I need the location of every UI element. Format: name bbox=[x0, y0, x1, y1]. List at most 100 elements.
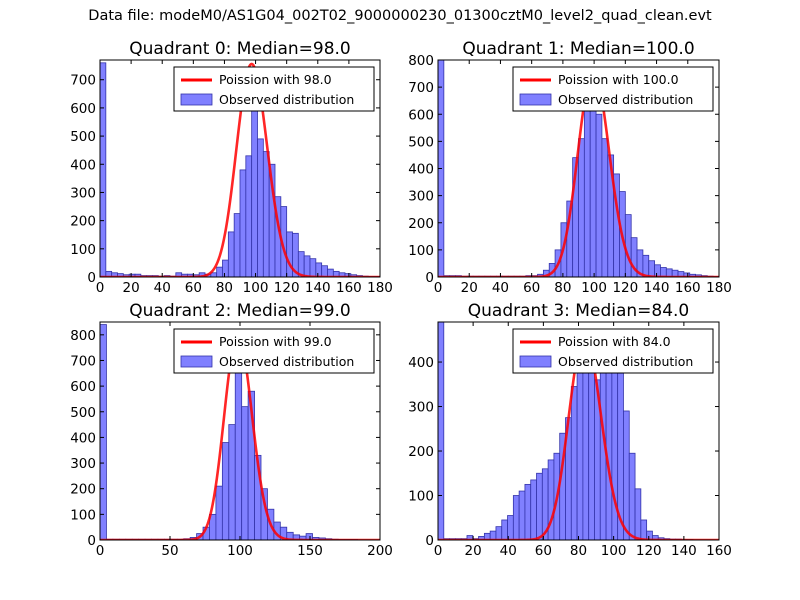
histogram-bar bbox=[321, 265, 328, 277]
histogram-bar bbox=[595, 113, 603, 277]
histogram-bar bbox=[611, 368, 619, 540]
x-tick-label: 150 bbox=[297, 543, 323, 559]
y-tick-label: 300 bbox=[70, 185, 96, 201]
y-tick-label: 400 bbox=[408, 355, 434, 371]
legend-observed-label: Observed distribution bbox=[219, 92, 354, 107]
histogram-bar bbox=[495, 526, 503, 540]
x-tick-label: 20 bbox=[123, 280, 140, 296]
histogram-bar bbox=[501, 519, 508, 540]
x-tick-label: 140 bbox=[671, 543, 697, 559]
x-tick-label: 80 bbox=[570, 543, 587, 559]
x-tick-label: 0 bbox=[434, 543, 443, 559]
histogram-bar bbox=[530, 479, 537, 540]
y-tick-label: 100 bbox=[408, 243, 434, 259]
legend: Poission with 84.0 Observed distribution bbox=[512, 328, 714, 374]
subplot-title: Quadrant 0: Median=98.0 bbox=[129, 39, 351, 59]
histogram-bar bbox=[305, 533, 313, 540]
figure-title: Data file: modeM0/AS1G04_002T02_90000002… bbox=[88, 8, 712, 24]
y-tick-label: 100 bbox=[70, 242, 96, 258]
y-tick-label: 0 bbox=[425, 270, 434, 286]
histogram-bar bbox=[221, 442, 230, 540]
y-tick-label: 800 bbox=[408, 53, 434, 69]
y-tick-label: 600 bbox=[408, 107, 434, 123]
subplot-title: Quadrant 3: Median=84.0 bbox=[468, 301, 690, 321]
y-tick-label: 700 bbox=[70, 353, 96, 369]
histogram-bar bbox=[241, 406, 249, 540]
x-tick-label: 120 bbox=[636, 543, 662, 559]
x-tick-label: 200 bbox=[367, 543, 393, 559]
y-tick-label: 500 bbox=[408, 134, 434, 150]
histogram-bar bbox=[660, 267, 667, 277]
y-tick-label: 800 bbox=[70, 328, 96, 344]
x-tick-label: 60 bbox=[535, 543, 552, 559]
histogram-bar bbox=[286, 231, 293, 277]
legend-hist-swatch bbox=[180, 93, 213, 106]
histogram-bar bbox=[216, 266, 223, 277]
x-tick-label: 20 bbox=[465, 543, 482, 559]
histogram-bar bbox=[233, 213, 241, 277]
x-tick-label: 60 bbox=[185, 280, 202, 296]
histogram-bar bbox=[570, 386, 578, 540]
x-tick-label: 100 bbox=[227, 543, 253, 559]
y-tick-label: 100 bbox=[70, 507, 96, 523]
y-tick-label: 300 bbox=[408, 189, 434, 205]
legend-poisson-label: Poission with 98.0 bbox=[219, 72, 332, 87]
x-tick-label: 120 bbox=[612, 280, 638, 296]
legend-poisson-label: Poission with 84.0 bbox=[558, 334, 671, 349]
y-tick-label: 200 bbox=[70, 482, 96, 498]
histogram-bar bbox=[642, 254, 650, 277]
histogram-bar bbox=[582, 363, 590, 540]
x-tick-label: 160 bbox=[336, 280, 362, 296]
poisson-curve bbox=[438, 69, 719, 277]
subplot-quadrant-3: 0 20 40 60 80 100 120 140 160 0 100 200 300 400 Quadra… bbox=[408, 301, 732, 559]
x-tick-label: 160 bbox=[706, 543, 732, 559]
legend-hist-swatch bbox=[519, 93, 552, 106]
y-tick-label: 300 bbox=[408, 400, 434, 416]
y-tick-label: 700 bbox=[70, 73, 96, 89]
histogram-bar bbox=[583, 97, 591, 277]
histogram-bar bbox=[303, 255, 311, 277]
x-tick-label: 120 bbox=[274, 280, 300, 296]
x-tick-label: 140 bbox=[305, 280, 331, 296]
histogram-bar bbox=[234, 360, 243, 540]
x-tick-label: 40 bbox=[154, 280, 171, 296]
histogram-bar bbox=[100, 324, 107, 540]
legend-hist-swatch bbox=[519, 355, 552, 368]
histogram-bar bbox=[257, 138, 264, 277]
y-tick-label: 0 bbox=[87, 270, 96, 286]
legend-hist-swatch bbox=[180, 355, 213, 368]
x-tick-label: 50 bbox=[161, 543, 178, 559]
y-tick-label: 200 bbox=[408, 216, 434, 232]
y-tick-label: 400 bbox=[70, 430, 96, 446]
histogram-bar bbox=[628, 452, 636, 540]
histogram-bar bbox=[315, 262, 323, 277]
histogram-bar bbox=[576, 370, 584, 540]
y-tick-label: 0 bbox=[425, 533, 434, 549]
histogram-bar bbox=[605, 346, 613, 540]
legend: Poission with 98.0 Observed distribution bbox=[173, 66, 375, 112]
histogram-bar bbox=[438, 322, 445, 540]
plot-marks bbox=[100, 62, 380, 277]
poisson-curve bbox=[100, 62, 380, 277]
x-tick-label: 0 bbox=[96, 280, 105, 296]
legend: Poission with 99.0 Observed distribution bbox=[173, 328, 375, 374]
histogram-bar bbox=[536, 472, 543, 540]
y-tick-label: 400 bbox=[70, 157, 96, 173]
plot-marks bbox=[438, 322, 719, 540]
subplot-title: Quadrant 2: Median=99.0 bbox=[129, 301, 351, 321]
subplot-title: Quadrant 1: Median=100.0 bbox=[462, 39, 694, 59]
legend-observed-label: Observed distribution bbox=[558, 354, 693, 369]
histogram-bar bbox=[512, 495, 520, 540]
x-tick-label: 80 bbox=[554, 280, 571, 296]
y-tick-label: 200 bbox=[70, 214, 96, 230]
histogram-bar bbox=[623, 410, 630, 540]
y-tick-label: 400 bbox=[408, 162, 434, 178]
y-tick-label: 500 bbox=[70, 129, 96, 145]
x-tick-label: 60 bbox=[523, 280, 540, 296]
x-tick-label: 40 bbox=[500, 543, 517, 559]
x-tick-label: 40 bbox=[492, 280, 509, 296]
y-tick-label: 600 bbox=[70, 101, 96, 117]
legend-poisson-label: Poission with 100.0 bbox=[558, 72, 679, 87]
subplot-quadrant-0: 0 20 40 60 80 100 120 140 160 180 0 100 200 300 400 500… bbox=[70, 39, 393, 296]
